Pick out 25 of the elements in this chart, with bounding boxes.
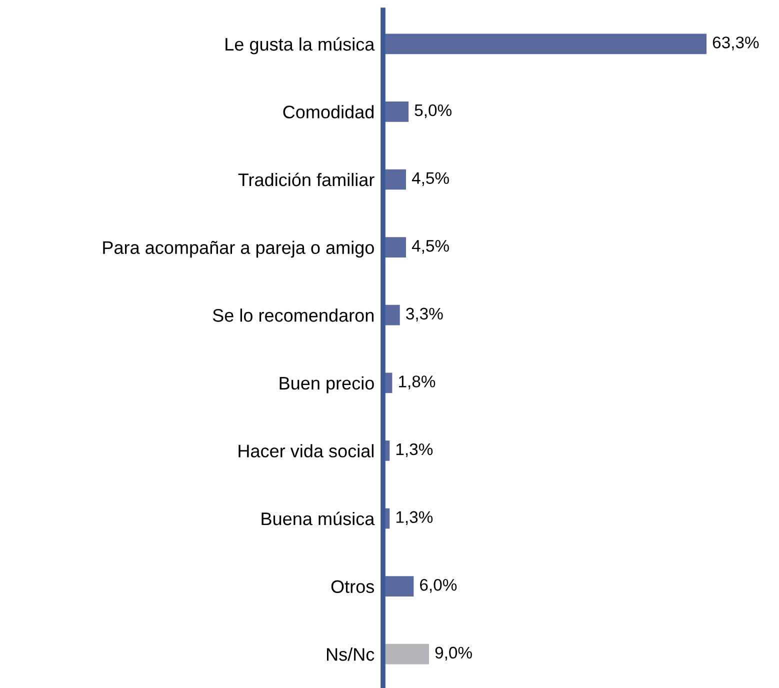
data-label: 1,3% <box>396 443 433 458</box>
y-tick-label: Otros <box>331 580 374 594</box>
bar <box>383 237 406 258</box>
y-tick-label: Para acompañar a pareja o amigo <box>103 240 374 258</box>
data-label: 6,0% <box>420 578 457 593</box>
y-tick-label: Buen precio <box>280 376 374 394</box>
bar <box>383 102 409 122</box>
bar <box>383 576 414 596</box>
data-label: 1,8% <box>399 376 436 390</box>
y-tick-label: Hacer vida social <box>238 444 374 458</box>
y-tick-label: Le gusta la música <box>226 37 375 54</box>
bar <box>383 644 429 664</box>
y-tick-label: Comodidad <box>283 105 374 118</box>
data-label: 1,3% <box>396 511 433 525</box>
data-label: 3,3% <box>406 308 443 322</box>
data-label: 4,5% <box>412 240 449 254</box>
data-label: 4,5% <box>412 172 449 186</box>
y-tick-label: Ns/Nc <box>326 648 374 661</box>
y-tick-label: Tradición familiar <box>238 172 374 186</box>
y-tick-label: Buena música <box>262 512 375 526</box>
data-label: 63,3% <box>712 36 759 50</box>
data-label: 9,0% <box>435 646 472 661</box>
y-tick-label: Se lo recomendaron <box>212 308 374 322</box>
bar <box>383 34 707 54</box>
data-label: 5,0% <box>414 104 452 118</box>
